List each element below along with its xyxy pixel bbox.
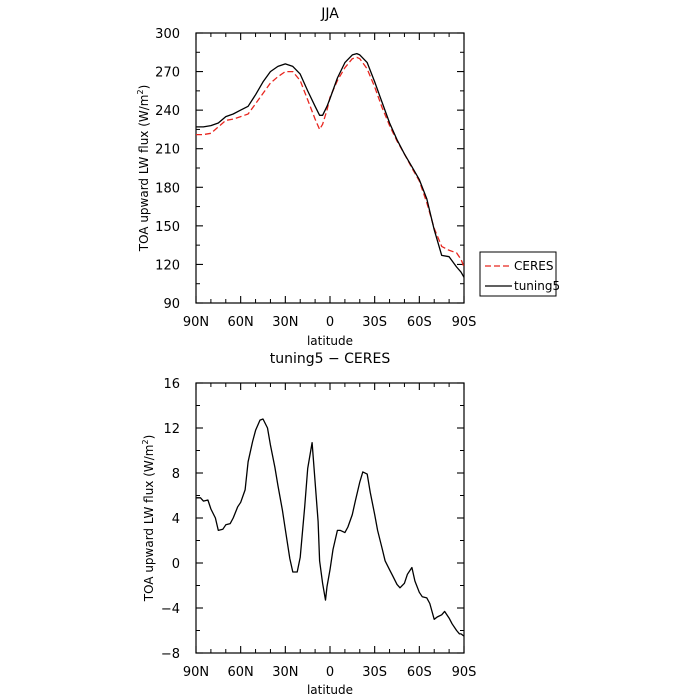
top-chart-y-axis-label-close: )	[137, 85, 151, 90]
legend-label-tuning5: tuning5	[514, 279, 560, 293]
top-chart: JJA 90N 60N 30N 0 30S 60S 90S 90 120 150 180 210 240…	[136, 6, 560, 348]
bottom-chart-y-axis-label-close: )	[142, 435, 156, 440]
top-chart-ticks: 90N 60N 30N 0 30S 60S 90S 90 120 150 180 210 240 270 3…	[155, 27, 476, 330]
bottom-chart-ticks: 90N 60N 30N 0 30S 60S 90S −8 −4 0 4 8 12 16	[161, 377, 477, 680]
top-chart-x-axis-label: latitude	[307, 334, 353, 348]
top-chart-legend: CERES tuning5	[479, 251, 560, 297]
bottom-x-tick-label: 30S	[362, 665, 387, 680]
bottom-y-tick-label: 8	[172, 467, 180, 482]
top-y-tick-label: 210	[155, 143, 180, 158]
bottom-x-tick-label: 90S	[452, 665, 477, 680]
bottom-y-tick-label: 0	[172, 557, 180, 572]
bottom-chart-x-axis-label: latitude	[307, 683, 353, 697]
bottom-chart-y-axis-label-main: TOA upward LW flux (W/m	[142, 445, 156, 603]
top-x-tick-label: 30N	[272, 315, 298, 330]
bottom-series-line-0	[196, 418, 465, 637]
top-chart-y-axis-label-main: TOA upward LW flux (W/m	[137, 95, 151, 253]
bottom-x-tick-label: 60N	[228, 665, 254, 680]
top-x-tick-label: 0	[326, 315, 334, 330]
top-chart-series	[196, 52, 465, 278]
top-x-tick-label: 60S	[407, 315, 432, 330]
top-chart-plot-area	[195, 32, 465, 304]
top-y-tick-label: 300	[155, 27, 180, 42]
top-series-line-tuning5	[196, 52, 465, 278]
top-x-tick-label: 60N	[228, 315, 254, 330]
bottom-chart-y-axis-label-sup: 2	[141, 439, 150, 444]
bottom-y-tick-label: −8	[161, 647, 180, 662]
top-x-tick-label: 90N	[183, 315, 209, 330]
top-y-tick-label: 270	[155, 66, 180, 81]
legend-box	[479, 251, 557, 297]
bottom-y-tick-label: 12	[163, 422, 180, 437]
bottom-x-tick-label: 30N	[272, 665, 298, 680]
top-chart-title: JJA	[320, 6, 339, 22]
bottom-x-tick-label: 0	[326, 665, 334, 680]
top-y-tick-label: 120	[155, 258, 180, 273]
legend-label-ceres: CERES	[514, 259, 554, 273]
top-y-tick-label: 150	[155, 220, 180, 235]
bottom-y-tick-label: 16	[163, 377, 180, 392]
bottom-chart-plot-area	[195, 382, 465, 654]
bottom-chart-y-axis-label: TOA upward LW flux (W/m2)	[141, 435, 156, 603]
bottom-chart-series	[196, 418, 465, 637]
bottom-chart: tuning5 − CERES 90N 60N 30N 0 30S 60S 90S −8 −4 0…	[141, 351, 476, 697]
top-x-tick-label: 90S	[452, 315, 477, 330]
top-x-tick-label: 30S	[362, 315, 387, 330]
top-chart-y-axis-label-sup: 2	[136, 89, 145, 94]
bottom-x-tick-label: 90N	[183, 665, 209, 680]
bottom-x-tick-label: 60S	[407, 665, 432, 680]
bottom-y-tick-label: 4	[172, 512, 180, 527]
bottom-chart-title: tuning5 − CERES	[270, 351, 391, 367]
bottom-y-tick-label: −4	[161, 602, 180, 617]
top-y-tick-label: 180	[155, 181, 180, 196]
top-y-tick-label: 240	[155, 104, 180, 119]
top-series-line-ceres	[196, 56, 465, 268]
top-y-tick-label: 90	[163, 297, 180, 312]
top-chart-y-axis-label: TOA upward LW flux (W/m2)	[136, 85, 151, 253]
